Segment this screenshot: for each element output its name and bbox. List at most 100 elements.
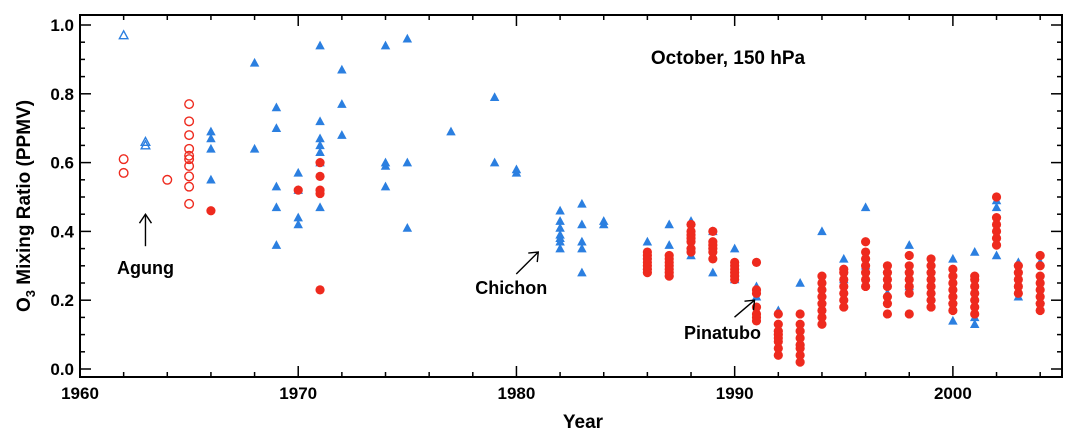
red-filled-circle-point bbox=[686, 219, 696, 230]
red-filled-circle-point bbox=[948, 271, 958, 281]
blue-triangle-point bbox=[555, 216, 565, 225]
red-filled-circle-point bbox=[861, 281, 871, 292]
x-tick-label: 1970 bbox=[279, 384, 317, 403]
red-filled-circle-point bbox=[904, 288, 914, 298]
red-open-circle-point bbox=[184, 116, 195, 127]
red-filled-circle-point bbox=[991, 240, 1002, 250]
red-filled-circle-point bbox=[773, 319, 783, 329]
red-filled-circle-point bbox=[926, 295, 936, 305]
red-filled-circle-point bbox=[948, 305, 958, 316]
y-tick-label: 0.4 bbox=[50, 222, 74, 241]
red-filled-circle-point bbox=[882, 309, 893, 319]
red-filled-circle-point bbox=[904, 261, 914, 271]
blue-triangle-point bbox=[664, 240, 674, 249]
red-filled-circle-point bbox=[686, 244, 696, 254]
red-filled-circle-point bbox=[904, 268, 914, 278]
red-filled-circle-point bbox=[861, 274, 871, 285]
red-filled-circle-point bbox=[708, 226, 718, 236]
blue-triangle-point bbox=[271, 202, 282, 212]
red-filled-circle-point bbox=[926, 254, 936, 264]
red-filled-circle-point bbox=[948, 278, 958, 288]
red-filled-circle-point bbox=[817, 271, 827, 281]
red-filled-circle-point bbox=[817, 278, 827, 288]
blue-triangle-point bbox=[948, 253, 958, 263]
x-tick-label: 2000 bbox=[934, 384, 972, 403]
red-filled-circle-point bbox=[970, 271, 980, 281]
red-open-circle-point bbox=[118, 154, 129, 165]
red-filled-circle-point bbox=[751, 309, 762, 319]
red-filled-circle-point bbox=[1013, 261, 1023, 271]
blue-triangle-point bbox=[249, 143, 260, 153]
blue-triangle-point bbox=[795, 278, 805, 287]
blue-triangle-point bbox=[206, 143, 216, 153]
red-filled-circle-point bbox=[1035, 299, 1045, 309]
x-tick-label: 1980 bbox=[498, 384, 536, 403]
blue-triangle-point bbox=[271, 123, 282, 132]
red-filled-circle-point bbox=[839, 295, 849, 305]
blue-triangle-point bbox=[577, 219, 587, 229]
blue-triangle-point bbox=[380, 181, 391, 191]
y-tick-label: 0.6 bbox=[50, 154, 74, 173]
x-axis-label: Year bbox=[563, 412, 604, 432]
blue-triangle-point bbox=[337, 64, 347, 74]
red-filled-circle-point bbox=[970, 295, 980, 305]
red-filled-circle-point bbox=[882, 268, 893, 278]
blue-triangle-point bbox=[206, 126, 216, 136]
blue-triangle-point bbox=[991, 250, 1002, 260]
red-filled-circle-point bbox=[1013, 281, 1023, 292]
blue-triangle-point bbox=[206, 133, 216, 143]
pinatubo-label: Pinatubo bbox=[684, 323, 761, 343]
blue-triangle-point bbox=[402, 33, 413, 43]
red-filled-circle-point bbox=[970, 302, 980, 312]
red-filled-circle-point bbox=[991, 192, 1002, 202]
red-filled-circle-point bbox=[1013, 268, 1023, 278]
red-filled-circle-point bbox=[817, 285, 827, 295]
red-filled-circle-point bbox=[795, 333, 805, 343]
red-filled-circle-point bbox=[904, 281, 914, 292]
y-tick-label: 0.2 bbox=[50, 291, 74, 310]
x-tick-label: 1960 bbox=[61, 384, 99, 403]
red-filled-circle-point bbox=[1035, 285, 1045, 295]
blue-triangle-point bbox=[315, 202, 325, 212]
red-filled-circle-point bbox=[206, 206, 216, 216]
red-filled-circle-point bbox=[1013, 274, 1023, 285]
red-filled-circle-point bbox=[708, 237, 718, 247]
blue-triangle-point bbox=[577, 243, 587, 253]
red-filled-circle-point bbox=[708, 254, 718, 264]
red-filled-circle-point bbox=[926, 302, 936, 312]
blue-triangle-point bbox=[511, 164, 522, 174]
blue-triangle-point bbox=[315, 147, 325, 157]
red-open-circle-point bbox=[184, 198, 195, 209]
red-filled-circle-point bbox=[1035, 305, 1045, 316]
blue-triangle-point bbox=[293, 212, 303, 222]
y-axis-label-rest: Mixing Ratio (PPMV) bbox=[14, 100, 35, 290]
blue-triangle-point bbox=[555, 205, 565, 215]
red-filled-circle-point bbox=[795, 326, 805, 336]
blue-triangle-point bbox=[271, 181, 282, 191]
red-filled-circle-point bbox=[991, 226, 1002, 236]
red-open-circle-point bbox=[184, 150, 195, 161]
red-filled-circle-point bbox=[1013, 288, 1023, 298]
red-filled-circle-point bbox=[926, 281, 936, 292]
plot-frame bbox=[79, 14, 1063, 378]
red-filled-circle-point bbox=[315, 185, 325, 195]
blue-triangle-point bbox=[555, 229, 565, 239]
red-filled-circle-point bbox=[315, 171, 325, 181]
y-axis-label-sub: 3 bbox=[23, 290, 38, 297]
red-filled-circle-point bbox=[926, 268, 936, 278]
red-filled-circle-point bbox=[686, 226, 696, 236]
chart-title: October, 150 hPa bbox=[651, 48, 806, 69]
red-filled-circle-point bbox=[991, 219, 1002, 230]
red-filled-circle-point bbox=[1035, 261, 1045, 271]
red-filled-circle-point bbox=[861, 261, 871, 271]
red-filled-circle-point bbox=[904, 250, 914, 261]
red-filled-circle-point bbox=[817, 305, 827, 316]
red-filled-circle-point bbox=[773, 343, 783, 353]
red-filled-circle-point bbox=[817, 312, 827, 322]
blue-triangle-point bbox=[948, 315, 958, 325]
blue-triangle-point bbox=[315, 116, 325, 126]
red-filled-circle-point bbox=[795, 350, 805, 360]
data-points bbox=[118, 29, 1045, 367]
blue-triangle-point bbox=[337, 130, 347, 139]
blue-triangle-point bbox=[839, 253, 849, 263]
